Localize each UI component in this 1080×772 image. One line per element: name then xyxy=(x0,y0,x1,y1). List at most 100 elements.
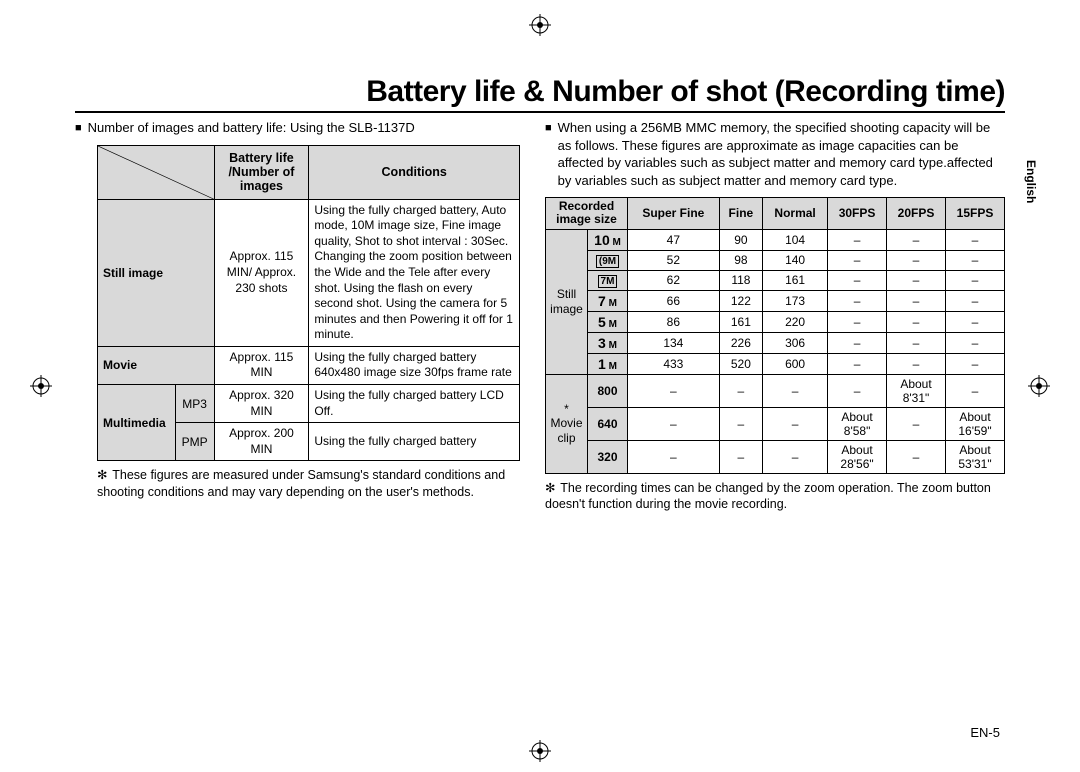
data-cell: – xyxy=(887,229,946,250)
data-cell: 118 xyxy=(719,270,762,290)
row-movie-cond: Using the fully charged battery 640x480 … xyxy=(309,346,520,384)
cap-h-recorded-a: Recorded xyxy=(559,199,614,213)
group-movie: * Movie clip xyxy=(546,374,588,473)
data-cell: – xyxy=(945,290,1004,311)
data-cell: – xyxy=(887,332,946,353)
left-footnote: ✻ These figures are measured under Samsu… xyxy=(97,467,520,501)
size-cell: 320 xyxy=(588,440,628,473)
asterisk-icon: ✻ xyxy=(545,480,557,497)
row-still-cond: Using the fully charged battery, Auto mo… xyxy=(309,199,520,346)
data-cell: 90 xyxy=(719,229,762,250)
data-cell: – xyxy=(628,374,720,407)
data-cell: 433 xyxy=(628,353,720,374)
size-cell: 800 xyxy=(588,374,628,407)
data-cell: – xyxy=(828,353,887,374)
title-bar: Battery life & Number of shot (Recording… xyxy=(75,75,1005,113)
data-cell: – xyxy=(828,290,887,311)
data-cell: – xyxy=(945,270,1004,290)
battery-table-h3: Conditions xyxy=(309,145,520,199)
data-cell: 306 xyxy=(763,332,828,353)
row-still-label: Still image xyxy=(98,199,215,346)
data-cell: 226 xyxy=(719,332,762,353)
data-cell: About53'31" xyxy=(945,440,1004,473)
size-cell: 5 M xyxy=(588,311,628,332)
data-cell: – xyxy=(887,353,946,374)
cap-h-20: 20FPS xyxy=(887,198,946,229)
row-still-value: Approx. 115 MIN/ Approx. 230 shots xyxy=(214,199,309,346)
data-cell: – xyxy=(763,374,828,407)
cap-h-fine: Fine xyxy=(719,198,762,229)
row-mp3-value: Approx. 320 MIN xyxy=(214,385,309,423)
size-cell: 10 M xyxy=(588,229,628,250)
data-cell: – xyxy=(828,250,887,270)
data-cell: About8'58" xyxy=(828,407,887,440)
cap-h-sf: Super Fine xyxy=(628,198,720,229)
data-cell: – xyxy=(945,374,1004,407)
page-content: Battery life & Number of shot (Recording… xyxy=(75,30,1005,730)
right-column: ■ When using a 256MB MMC memory, the spe… xyxy=(545,119,1005,513)
regmark-left xyxy=(30,375,52,397)
row-mp3-sub: MP3 xyxy=(175,385,214,423)
left-lead: ■ Number of images and battery life: Usi… xyxy=(75,119,520,137)
data-cell: – xyxy=(628,440,720,473)
battery-table-h2: Battery life /Number of images xyxy=(214,145,309,199)
data-cell: – xyxy=(945,229,1004,250)
row-mm-label: Multimedia xyxy=(98,385,176,461)
data-cell: – xyxy=(945,311,1004,332)
right-footnote-text: The recording times can be changed by th… xyxy=(545,481,991,512)
size-cell: 7M xyxy=(588,270,628,290)
data-cell: – xyxy=(945,250,1004,270)
asterisk-icon: ✻ xyxy=(97,467,109,484)
size-cell: 640 xyxy=(588,407,628,440)
data-cell: About16'59" xyxy=(945,407,1004,440)
cap-h-15: 15FPS xyxy=(945,198,1004,229)
row-movie-label: Movie xyxy=(98,346,215,384)
data-cell: – xyxy=(628,407,720,440)
page-title: Battery life & Number of shot (Recording… xyxy=(366,75,1005,108)
row-pmp-value: Approx. 200 MIN xyxy=(214,423,309,461)
right-lead-text: When using a 256MB MMC memory, the speci… xyxy=(558,119,1005,189)
cap-h-recorded-b: image size xyxy=(556,212,617,226)
data-cell: – xyxy=(719,374,762,407)
regmark-right xyxy=(1028,375,1050,397)
data-cell: 220 xyxy=(763,311,828,332)
data-cell: 520 xyxy=(719,353,762,374)
data-cell: 173 xyxy=(763,290,828,311)
data-cell: 98 xyxy=(719,250,762,270)
right-lead: ■ When using a 256MB MMC memory, the spe… xyxy=(545,119,1005,189)
cap-h-normal: Normal xyxy=(763,198,828,229)
page-number: EN-5 xyxy=(970,725,1000,740)
data-cell: About8'31" xyxy=(887,374,946,407)
data-cell: – xyxy=(763,407,828,440)
right-footnote: ✻ The recording times can be changed by … xyxy=(545,480,1005,514)
data-cell: 140 xyxy=(763,250,828,270)
data-cell: – xyxy=(828,311,887,332)
data-cell: – xyxy=(763,440,828,473)
language-tab: English xyxy=(1024,160,1038,203)
data-cell: 104 xyxy=(763,229,828,250)
left-footnote-text: These figures are measured under Samsung… xyxy=(97,468,505,499)
data-cell: About28'56" xyxy=(828,440,887,473)
group-still: Still image xyxy=(546,229,588,374)
data-cell: – xyxy=(887,311,946,332)
data-cell: 122 xyxy=(719,290,762,311)
data-cell: – xyxy=(719,407,762,440)
data-cell: 66 xyxy=(628,290,720,311)
data-cell: – xyxy=(887,250,946,270)
data-cell: – xyxy=(719,440,762,473)
data-cell: 52 xyxy=(628,250,720,270)
data-cell: 600 xyxy=(763,353,828,374)
data-cell: 134 xyxy=(628,332,720,353)
data-cell: – xyxy=(828,229,887,250)
data-cell: – xyxy=(887,270,946,290)
left-column: ■ Number of images and battery life: Usi… xyxy=(75,119,520,513)
data-cell: 161 xyxy=(763,270,828,290)
cap-h-30: 30FPS xyxy=(828,198,887,229)
data-cell: 62 xyxy=(628,270,720,290)
data-cell: – xyxy=(828,270,887,290)
data-cell: – xyxy=(828,332,887,353)
row-pmp-cond: Using the fully charged battery xyxy=(309,423,520,461)
data-cell: – xyxy=(887,407,946,440)
data-cell: – xyxy=(887,290,946,311)
battery-table-corner xyxy=(98,145,215,199)
